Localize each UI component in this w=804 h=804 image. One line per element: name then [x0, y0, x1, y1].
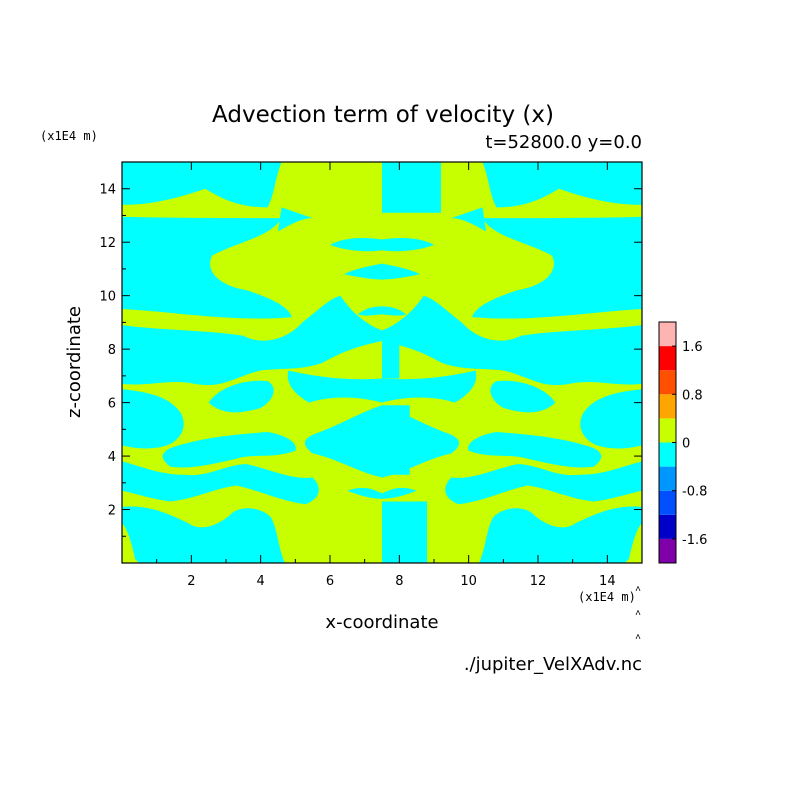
negative-region	[343, 263, 382, 280]
negative-region	[304, 405, 382, 478]
x-unit-label: (x1E4 m)	[578, 590, 636, 604]
negative-region	[208, 380, 274, 413]
colorbar-tick-label: -1.6	[682, 533, 707, 548]
negative-region	[472, 216, 642, 319]
negative-region	[122, 162, 282, 208]
x-tick-label: 10	[460, 574, 477, 589]
colorbar-tick-label: 1.6	[682, 340, 703, 355]
x-tick-label: 12	[530, 574, 547, 589]
x-axis-label: x-coordinate	[325, 612, 438, 633]
chart-subtitle: t=52800.0 y=0.0	[485, 132, 642, 153]
colorbar-swatch	[659, 442, 676, 467]
colorbar-swatch	[659, 490, 676, 515]
negative-region	[580, 389, 642, 449]
colorbar-swatch	[659, 514, 676, 539]
x-tick-label: 6	[326, 574, 334, 589]
negative-region	[382, 306, 407, 316]
negative-region	[122, 506, 285, 563]
positive-region	[624, 546, 642, 563]
negative-region	[287, 370, 382, 403]
colorbar-swatch	[659, 418, 676, 443]
negative-region	[468, 432, 602, 468]
x-tick-label: 2	[187, 574, 195, 589]
marker-dot-1: ˄	[635, 584, 641, 595]
negative-region	[482, 162, 642, 208]
negative-region	[347, 487, 382, 499]
y-tick-label: 2	[108, 504, 116, 519]
marker-dot-3: ˄	[635, 632, 641, 643]
negative-region	[122, 461, 319, 505]
negative-region	[278, 207, 313, 232]
negative-region-center-bottom	[382, 501, 428, 563]
negative-region	[451, 207, 486, 232]
colorbar: -1.6 -0.8 0 0.8 1.6	[658, 321, 707, 564]
marker-dot-2: ˄	[635, 608, 641, 619]
x-tick-label: 14	[599, 574, 616, 589]
y-unit-label: (x1E4 m)	[40, 129, 98, 143]
negative-region	[122, 216, 292, 319]
negative-region	[382, 370, 477, 403]
y-axis: 2 4 6 8 10 12 14	[99, 183, 642, 537]
colorbar-swatch	[659, 370, 676, 395]
colorbar-tick-label: 0	[682, 437, 690, 452]
field-left-half	[122, 162, 382, 563]
negative-region	[330, 237, 382, 252]
positive-region	[122, 546, 140, 563]
colorbar-swatch	[659, 538, 676, 563]
chart-title: Advection term of velocity (x)	[212, 102, 554, 128]
negative-region-center-top	[382, 162, 441, 213]
colorbar-swatch	[659, 322, 676, 347]
plot-frame	[121, 161, 643, 564]
y-tick-label: 4	[108, 450, 116, 465]
negative-region	[382, 237, 434, 252]
negative-region	[445, 461, 642, 505]
negative-region-center-8	[382, 341, 400, 379]
negative-region	[479, 506, 642, 563]
y-tick-label: 8	[108, 343, 116, 358]
x-axis: 2 4 6 8 10 12 14	[156, 162, 616, 589]
x-tick-label: 8	[395, 574, 403, 589]
negative-region	[357, 306, 382, 316]
negative-region	[382, 295, 642, 386]
y-tick-label: 6	[108, 397, 116, 412]
y-axis-label: z-coordinate	[64, 306, 85, 418]
source-filename: ./jupiter_VelXAdv.nc	[464, 654, 642, 675]
negative-region	[382, 263, 421, 280]
colorbar-tick-label: -0.8	[682, 485, 707, 500]
negative-region-center-mid	[382, 405, 410, 475]
y-tick-label: 14	[99, 183, 116, 198]
negative-region	[490, 380, 556, 413]
negative-region	[382, 487, 417, 499]
colorbar-swatch	[659, 346, 676, 371]
heatmap-field	[122, 162, 642, 563]
x-tick-label: 4	[257, 574, 265, 589]
colorbar-tick-label: 0.8	[682, 388, 703, 403]
negative-region	[122, 295, 382, 386]
y-tick-label: 12	[99, 236, 116, 251]
negative-region	[162, 432, 296, 468]
y-tick-label: 10	[99, 290, 116, 305]
colorbar-swatch	[659, 466, 676, 491]
field-right-half	[382, 162, 642, 563]
colorbar-swatch	[659, 394, 676, 419]
negative-region	[122, 389, 184, 449]
